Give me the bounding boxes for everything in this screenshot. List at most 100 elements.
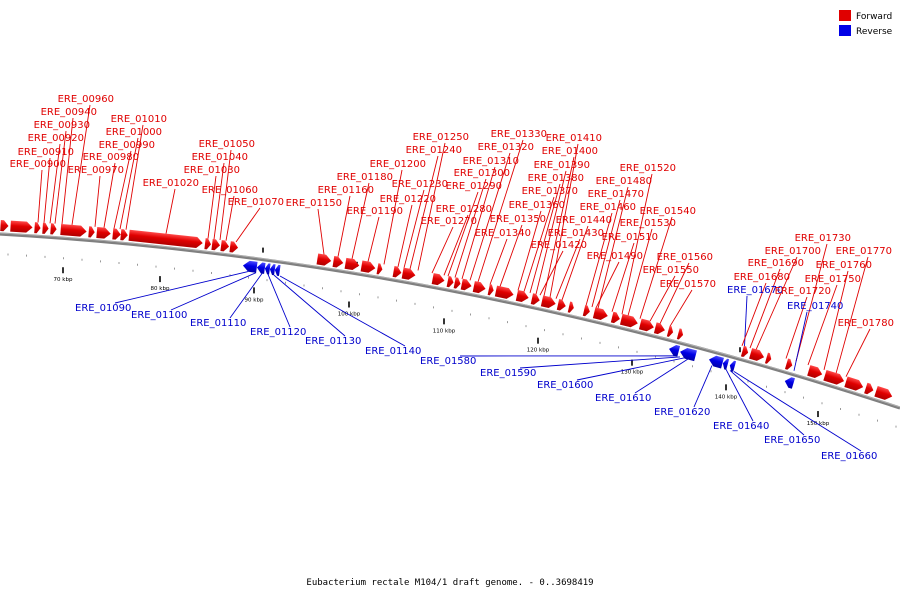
gene-label-forward[interactable]: ERE_01310 <box>463 156 519 167</box>
gene-arrow[interactable] <box>88 226 95 238</box>
gene-label-forward[interactable]: ERE_01430 <box>548 228 604 239</box>
gene-label-forward[interactable]: ERE_01550 <box>643 265 699 276</box>
gene-label-reverse[interactable]: ERE_01740 <box>787 301 843 312</box>
gene-arrow[interactable] <box>120 229 128 241</box>
gene-arrow[interactable] <box>494 285 515 300</box>
gene-label-forward[interactable]: ERE_01420 <box>531 240 587 251</box>
gene-label-forward[interactable]: ERE_01520 <box>620 163 676 174</box>
gene-label-forward[interactable]: ERE_01000 <box>106 127 162 138</box>
gene-arrow[interactable] <box>567 301 575 314</box>
gene-label-reverse[interactable]: ERE_01590 <box>480 368 536 379</box>
gene-label-forward[interactable]: ERE_01180 <box>337 172 393 183</box>
gene-arrow[interactable] <box>264 263 271 275</box>
gene-label-forward[interactable]: ERE_01570 <box>660 279 716 290</box>
gene-label-forward[interactable]: ERE_01380 <box>528 173 584 184</box>
gene-arrow[interactable] <box>515 290 530 303</box>
gene-label-forward[interactable]: ERE_01220 <box>380 194 436 205</box>
gene-label-reverse[interactable]: ERE_01110 <box>190 318 246 329</box>
gene-label-forward[interactable]: ERE_01680 <box>734 272 790 283</box>
gene-arrow[interactable] <box>204 238 211 250</box>
gene-arrow[interactable] <box>676 328 685 340</box>
gene-label-forward[interactable]: ERE_01200 <box>370 159 426 170</box>
gene-label-reverse[interactable]: ERE_01580 <box>420 356 476 367</box>
gene-label-forward[interactable]: ERE_01160 <box>318 185 374 196</box>
gene-arrow[interactable] <box>453 277 462 289</box>
gene-arrow[interactable] <box>556 299 567 311</box>
gene-arrow[interactable] <box>50 223 57 235</box>
gene-arrow[interactable] <box>668 344 681 357</box>
gene-arrow[interactable] <box>256 262 266 274</box>
gene-label-forward[interactable]: ERE_01190 <box>347 206 403 217</box>
gene-label-forward[interactable]: ERE_01510 <box>602 232 658 243</box>
gene-arrow[interactable] <box>666 325 675 338</box>
gene-label-forward[interactable]: ERE_01760 <box>816 260 872 271</box>
gene-arrow[interactable] <box>530 293 541 305</box>
gene-arrow[interactable] <box>592 307 609 321</box>
gene-label-reverse[interactable]: ERE_01610 <box>595 393 651 404</box>
gene-label-reverse[interactable]: ERE_01130 <box>305 336 361 347</box>
gene-label-forward[interactable]: ERE_00990 <box>99 140 155 151</box>
gene-arrow[interactable] <box>487 284 495 296</box>
gene-arrow[interactable] <box>844 376 864 393</box>
gene-label-forward[interactable]: ERE_01280 <box>436 204 492 215</box>
gene-arrow[interactable] <box>376 263 384 275</box>
gene-label-forward[interactable]: ERE_01780 <box>838 318 894 329</box>
gene-arrow[interactable] <box>472 281 487 294</box>
gene-label-reverse[interactable]: ERE_01140 <box>365 346 421 357</box>
gene-label-forward[interactable]: ERE_00960 <box>58 94 114 105</box>
gene-label-forward[interactable]: ERE_00900 <box>10 159 66 170</box>
gene-arrow[interactable] <box>679 346 697 362</box>
gene-label-forward[interactable]: ERE_01460 <box>580 202 636 213</box>
gene-label-forward[interactable]: ERE_01360 <box>509 200 565 211</box>
gene-arrow[interactable] <box>784 358 794 370</box>
gene-arrow[interactable] <box>220 240 230 252</box>
gene-arrow[interactable] <box>360 260 377 274</box>
gene-label-forward[interactable]: ERE_01250 <box>413 132 469 143</box>
gene-label-forward[interactable]: ERE_01440 <box>556 215 612 226</box>
gene-label-reverse[interactable]: ERE_01640 <box>713 421 769 432</box>
gene-label-reverse[interactable]: ERE_01620 <box>654 407 710 418</box>
gene-label-forward[interactable]: ERE_01040 <box>192 152 248 163</box>
gene-label-forward[interactable]: ERE_01350 <box>490 214 546 225</box>
gene-label-forward[interactable]: ERE_01530 <box>620 218 676 229</box>
gene-label-forward[interactable]: ERE_01320 <box>478 142 534 153</box>
gene-label-reverse[interactable]: ERE_01650 <box>764 435 820 446</box>
gene-label-forward[interactable]: ERE_01330 <box>491 129 547 140</box>
gene-arrow[interactable] <box>540 295 557 309</box>
gene-arrow[interactable] <box>728 360 737 372</box>
gene-label-forward[interactable]: ERE_01470 <box>588 189 644 200</box>
gene-arrow[interactable] <box>582 305 591 317</box>
gene-label-forward[interactable]: ERE_01370 <box>522 186 578 197</box>
gene-arrow[interactable] <box>764 352 773 365</box>
gene-label-forward[interactable]: ERE_01060 <box>202 185 258 196</box>
gene-label-forward[interactable]: ERE_01300 <box>454 168 510 179</box>
gene-label-forward[interactable]: ERE_01070 <box>228 197 284 208</box>
gene-arrow[interactable] <box>332 255 345 268</box>
gene-arrow[interactable] <box>864 382 875 396</box>
gene-label-forward[interactable]: ERE_00980 <box>83 152 139 163</box>
gene-label-forward[interactable]: ERE_01270 <box>421 216 477 227</box>
gene-arrow[interactable] <box>229 241 239 253</box>
gene-arrow[interactable] <box>112 228 121 240</box>
gene-label-reverse[interactable]: ERE_01670 <box>727 285 783 296</box>
gene-label-reverse[interactable]: ERE_01600 <box>537 380 593 391</box>
gene-label-forward[interactable]: ERE_01730 <box>795 233 851 244</box>
gene-label-forward[interactable]: ERE_01490 <box>587 251 643 262</box>
gene-arrow[interactable] <box>749 348 765 362</box>
gene-label-forward[interactable]: ERE_01700 <box>765 246 821 257</box>
gene-label-forward[interactable]: ERE_01150 <box>286 198 342 209</box>
gene-label-forward[interactable]: ERE_01020 <box>143 178 199 189</box>
gene-arrow[interactable] <box>269 264 276 276</box>
gene-arrow[interactable] <box>316 253 333 266</box>
gene-label-forward[interactable]: ERE_01400 <box>542 146 598 157</box>
gene-label-forward[interactable]: ERE_01480 <box>596 176 652 187</box>
gene-label-forward[interactable]: ERE_01560 <box>657 252 713 263</box>
gene-label-forward[interactable]: ERE_01690 <box>748 258 804 269</box>
gene-arrow[interactable] <box>96 226 111 239</box>
gene-label-forward[interactable]: ERE_01050 <box>199 139 255 150</box>
gene-arrow[interactable] <box>721 358 730 370</box>
gene-arrow[interactable] <box>446 275 455 288</box>
gene-label-forward[interactable]: ERE_01770 <box>836 246 892 257</box>
gene-label-reverse[interactable]: ERE_01090 <box>75 303 131 314</box>
gene-arrow[interactable] <box>874 386 894 402</box>
